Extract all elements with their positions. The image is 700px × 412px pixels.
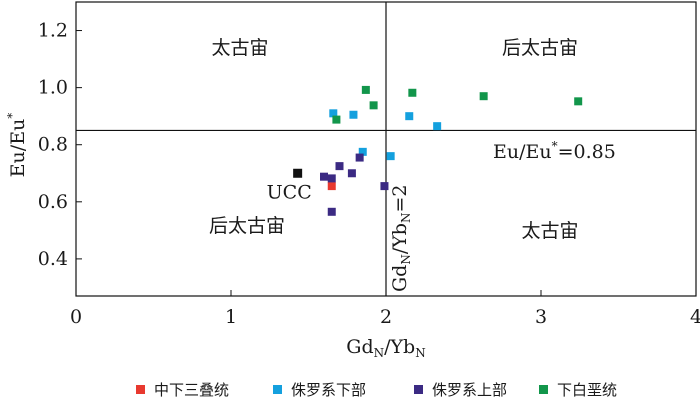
data-point-series-3 xyxy=(408,88,417,97)
reference-line-vertical-label: GdN/YbN=2 xyxy=(389,185,413,292)
region-label-bottom-right: 太古宙 xyxy=(521,220,578,242)
x-tick-label: 4 xyxy=(690,306,700,328)
data-point-series-2 xyxy=(327,174,336,183)
x-axis-title: GdN/YbN xyxy=(346,336,425,360)
x-axis-title-subscript: N xyxy=(374,346,385,360)
reference-label-subscript: N xyxy=(399,254,413,265)
data-point-series-2 xyxy=(355,153,364,162)
x-tick-label: 2 xyxy=(380,306,392,328)
data-point-series-2 xyxy=(380,182,389,191)
x-axis-title-part: Gd xyxy=(346,336,373,358)
region-label-top-right: 后太古宙 xyxy=(502,37,578,59)
reference-label-part: /Yb xyxy=(389,223,411,254)
legend-label-series-1: 侏罗系下部 xyxy=(291,381,366,399)
x-axis-title-subscript: N xyxy=(415,346,426,360)
reference-label-subscript: N xyxy=(399,213,413,224)
y-axis-title-star: * xyxy=(5,113,19,119)
reference-label-part: =0.85 xyxy=(558,141,616,163)
x-tick-label: 1 xyxy=(225,306,237,328)
legend-swatch-series-2 xyxy=(414,385,423,394)
legend-label-series-3: 下白垩统 xyxy=(557,381,617,399)
data-point-series-3 xyxy=(369,101,378,110)
y-axis-title: Eu/Eu* xyxy=(5,113,29,178)
data-point-series-2 xyxy=(335,162,344,171)
reference-label-star: * xyxy=(552,139,558,153)
legend-swatch-series-0 xyxy=(136,385,145,394)
ucc-label: UCC xyxy=(267,181,312,203)
x-tick-label: 3 xyxy=(535,306,547,328)
x-axis-title-part: /Yb xyxy=(384,336,415,358)
data-point-series-1 xyxy=(329,109,338,118)
data-point-series-1 xyxy=(349,110,358,119)
legend-label-series-2: 侏罗系上部 xyxy=(432,381,507,399)
data-point-series-2 xyxy=(347,169,356,178)
data-point-series-1 xyxy=(405,112,414,121)
y-tick-label: 0.6 xyxy=(38,191,68,213)
y-tick-label: 0.4 xyxy=(38,248,68,270)
legend-swatch-series-1 xyxy=(273,385,282,394)
x-tick-label: 0 xyxy=(70,306,82,328)
reference-line-horizontal-label: Eu/Eu*=0.85 xyxy=(493,139,616,163)
ucc-point xyxy=(293,168,303,178)
legend-swatch-series-3 xyxy=(539,385,548,394)
reference-label-part: Gd xyxy=(389,265,411,292)
reference-label-part: Eu/Eu xyxy=(493,141,552,163)
data-point-series-3 xyxy=(361,85,370,94)
data-point-series-1 xyxy=(386,152,395,161)
data-point-series-3 xyxy=(479,92,488,101)
region-label-top-left: 太古宙 xyxy=(211,37,268,59)
y-tick-label: 1.2 xyxy=(38,20,68,42)
data-point-series-1 xyxy=(358,147,367,156)
legend-label-series-0: 中下三叠统 xyxy=(154,381,229,399)
reference-label-part: =2 xyxy=(389,185,411,213)
data-point-series-2 xyxy=(320,172,328,181)
data-point-series-1 xyxy=(433,122,442,131)
data-point-series-3 xyxy=(332,115,341,124)
y-tick-label: 1.0 xyxy=(38,77,68,99)
data-point-series-3 xyxy=(574,97,583,106)
data-point-series-2 xyxy=(327,207,336,216)
data-point-series-0 xyxy=(327,182,336,191)
y-axis-title-main: Eu/Eu xyxy=(7,119,29,178)
region-label-bottom-left: 后太古宙 xyxy=(209,215,285,237)
y-tick-label: 0.8 xyxy=(38,134,68,156)
